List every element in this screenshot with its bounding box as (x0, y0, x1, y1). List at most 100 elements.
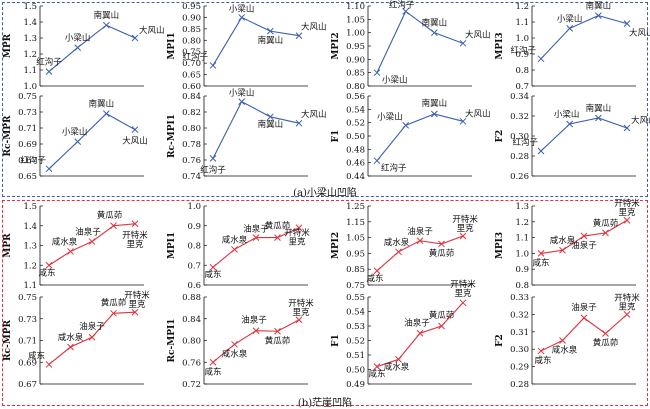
data-point-marker (67, 343, 74, 351)
y-tick-label: 0.9 (515, 50, 529, 60)
data-point-marker (623, 311, 631, 318)
y-tick-label: 0.76 (182, 156, 201, 166)
y-axis-label: Rc-MPR (3, 115, 13, 156)
data-point-marker (459, 117, 467, 125)
y-tick-label: 0.51 (346, 351, 365, 361)
y-tick-label: 0.54 (346, 105, 365, 115)
data-point-marker (266, 113, 274, 121)
y-tick-label: 0.9 (515, 265, 529, 275)
point-label: 黄瓜茆 (429, 248, 455, 259)
y-tick-label: 0.75 (18, 92, 37, 102)
y-tick-label: 0.73 (18, 315, 37, 325)
point-label: 黄瓜茆 (97, 210, 123, 221)
y-tick-label: 0.30 (510, 132, 529, 142)
series-line (540, 117, 628, 152)
y-tick-label: 0.72 (182, 380, 201, 390)
y-axis-label: MPR (3, 33, 13, 58)
point-label: 南翼山 (422, 18, 448, 29)
point-label: 小梁山 (229, 3, 255, 14)
y-axis-label: F1 (331, 334, 341, 347)
y-tick-label: 1.1 (515, 234, 529, 244)
point-label: 油泉子 (571, 302, 597, 313)
point-label: 咸东 (366, 273, 383, 284)
point-label: 开特米 (452, 214, 478, 225)
data-point-marker (88, 333, 96, 341)
y-tick-label: 1.0 (187, 202, 201, 212)
point-label: 开特米 (288, 298, 314, 309)
y-tick-label: 0.95 (346, 42, 365, 52)
point-label: 红沟子 (20, 155, 46, 166)
data-point-marker (102, 21, 110, 29)
y-axis-label: Rc-MPI1 (167, 319, 177, 363)
point-label: 大风山 (465, 108, 491, 119)
data-point-marker (537, 347, 545, 355)
data-point-marker (209, 358, 217, 366)
point-label: 开特米 (122, 230, 148, 241)
point-label: 里克 (454, 289, 472, 299)
y-tick-label: 0.82 (182, 108, 201, 118)
y-tick-label: 1.00 (346, 29, 365, 39)
point-label: 里克 (128, 300, 146, 310)
point-label: 咸东 (534, 355, 551, 366)
point-label: 小梁山 (62, 127, 88, 138)
y-tick-label: 0.80 (182, 36, 201, 46)
data-point-marker (373, 69, 381, 77)
point-label: 油泉子 (79, 321, 105, 332)
data-point-marker (395, 355, 402, 363)
data-point-marker (131, 34, 139, 42)
data-point-marker (252, 234, 260, 241)
y-tick-label: 1.05 (346, 15, 365, 25)
data-point-marker (623, 216, 631, 224)
data-point-marker (602, 229, 609, 237)
data-point-marker (274, 327, 281, 335)
y-axis-label: Rc-MPR (3, 320, 13, 361)
y-axis-label: MPI3 (495, 32, 505, 59)
y-axis-label: MPI1 (167, 232, 177, 259)
data-point-marker (402, 7, 410, 15)
data-point-marker (459, 39, 467, 47)
data-point-marker (88, 238, 96, 245)
data-point-marker (373, 157, 381, 165)
y-tick-label: 1.4 (23, 18, 37, 28)
y-tick-label: 1.2 (23, 261, 37, 271)
y-tick-label: 0.44 (346, 172, 365, 182)
y-tick-label: 0.50 (346, 366, 365, 376)
point-label: 大风山 (629, 28, 650, 39)
data-point-marker (594, 12, 602, 19)
series-line (212, 16, 300, 66)
point-label: 黄瓜茆 (429, 310, 455, 321)
y-tick-label: 1.1 (515, 18, 529, 28)
point-label: 小梁山 (229, 88, 255, 99)
series-line (48, 112, 136, 170)
data-point-marker (45, 68, 53, 75)
data-point-marker (430, 110, 438, 118)
point-label: 油泉子 (571, 240, 597, 251)
y-tick-label: 0.90 (346, 55, 365, 65)
point-label: 咸水泉 (58, 332, 84, 343)
y-tick-label: 1.0 (515, 34, 529, 44)
point-label: 大风山 (631, 115, 650, 126)
point-label: 黄瓜茆 (593, 218, 619, 229)
point-label: 油泉子 (404, 317, 430, 328)
y-tick-label: 1.2 (23, 50, 37, 60)
data-point-marker (580, 314, 588, 322)
point-label: 南翼山 (89, 99, 115, 110)
y-tick-label: 1.3 (23, 242, 37, 252)
y-axis-label: Rc-MPI1 (167, 114, 177, 158)
y-tick-label: 0.75 (346, 281, 365, 291)
data-point-marker (459, 232, 467, 240)
data-point-marker (430, 29, 438, 37)
y-tick-label: 0.80 (346, 82, 365, 92)
point-label: 小梁山 (377, 111, 403, 122)
point-label: 黄瓜茆 (265, 221, 291, 232)
point-label: 里克 (288, 238, 306, 248)
y-tick-label: 0.75 (182, 48, 201, 58)
y-tick-label: 0.85 (346, 265, 365, 275)
data-point-marker (209, 155, 217, 162)
data-point-marker (209, 263, 217, 271)
point-label: 咸水泉 (52, 236, 78, 247)
y-tick-label: 1.10 (346, 2, 365, 12)
point-label: 南翼山 (94, 10, 120, 21)
data-point-marker (537, 55, 545, 63)
data-point-marker (74, 138, 82, 145)
